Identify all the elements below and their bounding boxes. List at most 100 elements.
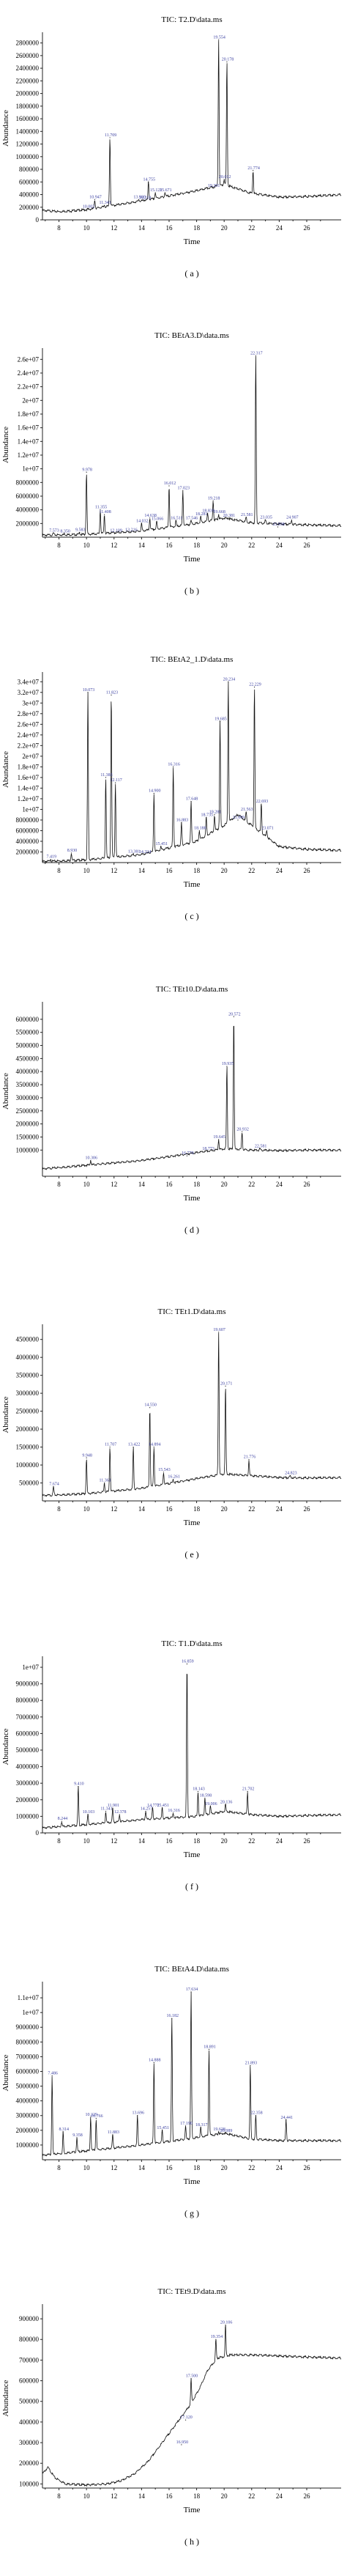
x-tick-label: 24: [276, 1837, 283, 1845]
peak-apex: [215, 2339, 217, 2340]
x-tick-label: 12: [111, 2164, 117, 2171]
x-tick-label: 12: [111, 1181, 117, 1188]
x-tick-label: 14: [138, 1505, 146, 1513]
y-tick-label: 2.8e+07: [18, 710, 40, 717]
y-tick-label: 800000: [19, 166, 40, 173]
peak-label: 17.120: [180, 2416, 193, 2420]
peak-apex: [104, 514, 105, 515]
y-tick-label: 9000000: [16, 1680, 40, 1688]
x-tick-label: 16: [165, 224, 173, 232]
peak-label: 14.257: [141, 1807, 153, 1812]
peak-label: 12.378: [114, 1810, 127, 1815]
chart-title: TIC: BEtA4.D\data.ms: [154, 1965, 229, 1974]
y-axis-label: Abundance: [1, 1728, 10, 1765]
peak-label: 19.607: [213, 1328, 225, 1332]
y-tick-label: 1000000: [16, 1146, 40, 1154]
peak-label: 9.583: [75, 528, 86, 532]
peak-apex: [138, 199, 140, 201]
peak-label: 17.500: [186, 2374, 198, 2379]
x-tick-label: 14: [138, 2492, 146, 2500]
peak-label: 17.546: [186, 517, 198, 521]
peak-apex: [141, 523, 142, 524]
peak-label: 18.281: [195, 512, 208, 517]
y-tick-label: 2.2e+07: [18, 383, 40, 391]
peak-label: 8.314: [59, 2127, 69, 2132]
peak-label: 18.598: [200, 1794, 212, 1798]
x-tick-label: 18: [193, 1505, 201, 1513]
x-axis-label: Time: [184, 555, 201, 564]
peak-apex: [168, 485, 170, 487]
peak-apex: [245, 811, 247, 813]
y-axis-label: Abundance: [1, 110, 10, 147]
peak-apex: [61, 1820, 62, 1822]
peak-label: 23.071: [261, 826, 274, 830]
peak-label: 16.770: [182, 1151, 194, 1156]
y-tick-label: 1000000: [16, 153, 40, 160]
peak-label: 19.685: [214, 717, 227, 722]
peak-apex: [145, 1811, 146, 1812]
x-tick-label: 16: [165, 1505, 173, 1513]
y-tick-label: 1.6e+07: [18, 774, 40, 781]
peak-label: 13.900: [133, 195, 146, 199]
x-tick-label: 10: [83, 224, 91, 232]
y-tick-label: 400000: [19, 191, 40, 199]
y-tick-label: 2000000: [16, 848, 40, 855]
x-tick-label: 26: [303, 867, 310, 874]
y-tick-label: 6000000: [16, 827, 40, 834]
peak-apex: [76, 2137, 78, 2138]
peak-label: 20.136: [220, 1801, 233, 1805]
x-axis-label: Time: [184, 1194, 201, 1203]
peak-label: 24.907: [286, 516, 299, 520]
panel-c: TIC: BEtA2_1.D\data.ms Abundance Time ( c )…: [1, 655, 342, 921]
peak-label: 11.901: [108, 1804, 119, 1808]
peak-label: 16.012: [164, 481, 176, 486]
peak-apex: [190, 1991, 192, 1993]
peak-apex: [218, 1139, 220, 1140]
peak-apex: [137, 2115, 138, 2116]
peak-label: 14.638: [144, 514, 157, 518]
panel-b: TIC: BEtA3.D\data.ms Abundance Time ( b ) 20…: [1, 331, 342, 596]
x-tick-label: 18: [193, 2164, 201, 2171]
y-tick-label: 8000000: [16, 1697, 40, 1704]
x-tick-label: 8: [57, 542, 61, 549]
y-tick-label: 3500000: [16, 1372, 40, 1379]
peak-apex: [112, 2134, 113, 2136]
peak-label: 20.572: [228, 1012, 241, 1016]
peak-label: 11.361: [99, 1479, 111, 1483]
x-tick-label: 22: [248, 2164, 255, 2171]
y-tick-label: 1e+07: [22, 1664, 39, 1671]
peak-label: 15.543: [158, 1468, 171, 1472]
y-tick-label: 2000000: [16, 2127, 40, 2134]
x-tick-label: 16: [165, 2164, 173, 2171]
y-tick-label: 2500000: [16, 1408, 40, 1415]
y-tick-label: 8000000: [16, 2038, 40, 2045]
peak-apex: [112, 1807, 113, 1809]
peak-apex: [237, 819, 239, 821]
y-tick-label: 1000000: [16, 2141, 40, 2149]
panel-f: TIC: T1.D\data.ms Abundance Time ( f ) 0 1000…: [1, 1639, 342, 1892]
y-tick-label: 1000000: [16, 1812, 40, 1820]
peak-label: 10.329: [86, 2113, 98, 2117]
y-tick-label: 4000000: [16, 506, 40, 514]
y-tick-label: 2000000: [16, 520, 40, 527]
peak-label: 10.002: [83, 204, 95, 209]
peak-apex: [255, 355, 257, 357]
peak-label: 19.281: [209, 811, 222, 815]
y-tick-label: 1200000: [16, 141, 40, 148]
peak-label: 19.291: [208, 184, 220, 188]
peak-label: 8.350: [60, 529, 70, 534]
peak-label: 7.419: [47, 855, 57, 860]
y-tick-label: 1.4e+07: [18, 438, 40, 445]
y-tick-label: 5000000: [16, 2083, 40, 2090]
x-axis-label: Time: [184, 1850, 201, 1859]
y-tick-label: 1600000: [16, 115, 40, 122]
y-tick-label: 1400000: [16, 128, 40, 135]
peak-label: 16.261: [168, 1475, 180, 1480]
peak-label: 16.859: [182, 1660, 194, 1664]
peak-label: 16.316: [168, 1809, 180, 1813]
y-tick-label: 6000000: [16, 492, 40, 500]
chart-title: TIC: T2.D\data.ms: [161, 15, 222, 24]
y-tick-label: 1.2e+07: [18, 451, 40, 459]
y-tick-label: 1.8e+07: [18, 410, 40, 418]
x-tick-label: 26: [303, 1837, 310, 1845]
